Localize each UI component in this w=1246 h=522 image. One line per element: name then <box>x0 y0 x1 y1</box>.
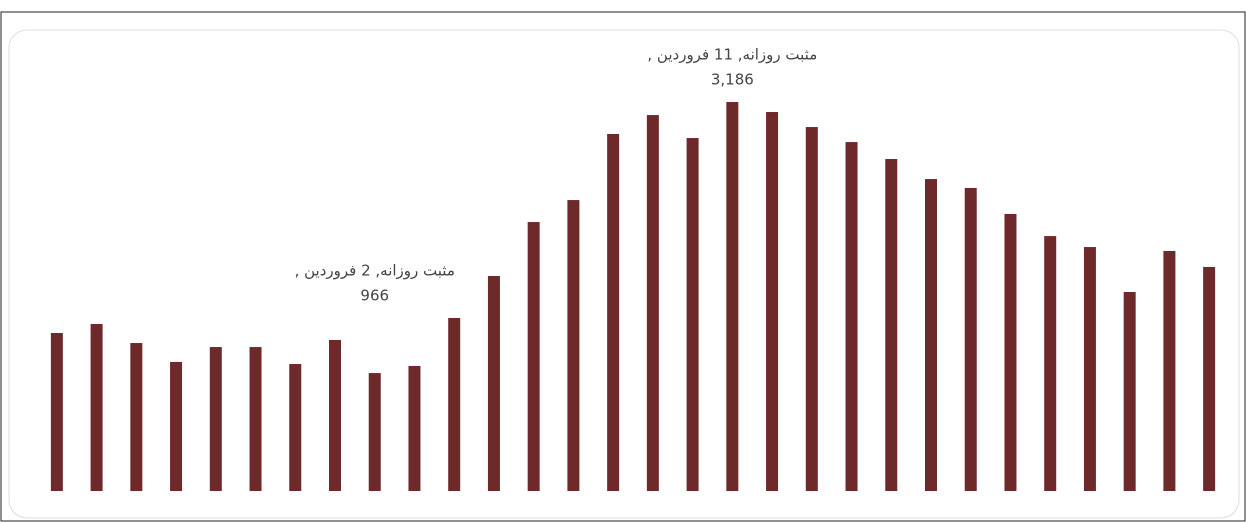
bar <box>170 361 183 491</box>
bar <box>527 222 540 491</box>
bar <box>1123 291 1136 491</box>
annotation-label: مثبت روزانه, 11 فروردین , <box>647 46 817 64</box>
bar <box>408 365 421 491</box>
bar <box>686 138 699 491</box>
bar <box>1163 250 1176 491</box>
bar <box>130 343 143 491</box>
bar <box>964 187 977 491</box>
bar <box>607 133 620 492</box>
bar <box>1203 266 1216 491</box>
bar <box>487 275 500 491</box>
bar <box>805 127 818 491</box>
bar <box>726 102 739 491</box>
bar <box>885 159 898 491</box>
bar <box>209 347 222 491</box>
bar <box>329 339 341 491</box>
bar <box>1044 236 1057 491</box>
value-label: 966 <box>360 286 389 304</box>
bar <box>1083 247 1096 491</box>
card <box>8 29 1240 519</box>
bar <box>448 317 461 491</box>
frame <box>0 11 1246 522</box>
bar <box>50 333 63 491</box>
value-label: 3,186 <box>711 71 754 89</box>
bar <box>646 115 659 492</box>
bar <box>567 200 580 491</box>
bar <box>289 364 302 491</box>
annotation-label: مثبت روزانه, 2 فروردین , <box>295 261 455 279</box>
bar <box>90 323 103 491</box>
bar <box>925 179 937 491</box>
bar <box>249 347 262 491</box>
bar <box>766 112 779 491</box>
bar <box>1004 213 1017 491</box>
bar <box>368 373 381 491</box>
bar <box>845 142 858 491</box>
